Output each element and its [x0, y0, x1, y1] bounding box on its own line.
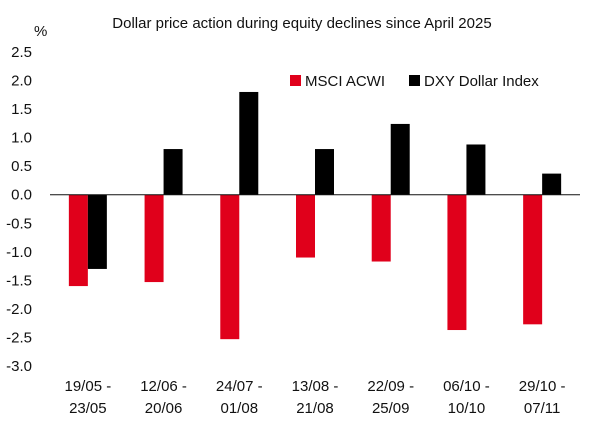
bar-msci-acwi [220, 194, 240, 340]
x-tick-label-start: 19/05 - [65, 378, 112, 395]
legend-label: MSCI ACWI [305, 73, 385, 90]
y-tick-label: -2.0 [6, 301, 32, 318]
y-tick-label: -1.0 [6, 244, 32, 261]
y-axis-ticks: 2.5 2.0 1.5 1.0 0.5 0.0 -0.5 -1.0 -1.5 -2.0 -2.5 -3… [6, 44, 32, 375]
bar-msci-acwi [523, 194, 543, 325]
bar-msci-acwi [296, 194, 315, 258]
x-tick-label-start: 13/08 - [292, 378, 339, 395]
bar-dxy-dollar-index [315, 149, 334, 195]
bars [68, 91, 562, 340]
y-tick-label: -2.5 [6, 329, 32, 346]
y-tick-label: -1.5 [6, 272, 32, 289]
x-tick-label-end: 20/06 [145, 400, 183, 417]
y-tick-label: 1.5 [11, 101, 32, 118]
y-tick-label: 0.0 [11, 187, 32, 204]
y-tick-label: 1.0 [11, 130, 32, 147]
bar-msci-acwi [68, 194, 88, 287]
chart-title: Dollar price action during equity declin… [112, 15, 491, 32]
y-tick-label: 2.5 [11, 44, 32, 61]
y-tick-label: -0.5 [6, 215, 32, 232]
x-tick-label-start: 06/10 - [443, 378, 490, 395]
x-tick-label-end: 25/09 [372, 400, 410, 417]
legend-label: DXY Dollar Index [424, 73, 539, 90]
x-tick-label-start: 12/06 - [140, 378, 187, 395]
legend-swatch [290, 75, 301, 86]
y-tick-label: -3.0 [6, 358, 32, 375]
y-tick-label: 0.5 [11, 158, 32, 175]
x-tick-label-end: 10/10 [448, 400, 486, 417]
x-tick-label-end: 23/05 [69, 400, 107, 417]
x-tick-label-start: 29/10 - [519, 378, 566, 395]
legend: MSCI ACWI DXY Dollar Index [290, 73, 539, 90]
x-tick-label-start: 22/09 - [367, 378, 414, 395]
x-tick-label-start: 24/07 - [216, 378, 263, 395]
bar-msci-acwi [144, 194, 164, 283]
bar-dxy-dollar-index [163, 149, 183, 195]
x-tick-label-end: 21/08 [296, 400, 334, 417]
bar-dxy-dollar-index [87, 194, 107, 269]
x-tick-label-end: 01/08 [221, 400, 259, 417]
legend-swatch [409, 75, 420, 86]
bar-dxy-dollar-index [390, 123, 410, 195]
y-axis-label: % [34, 23, 47, 40]
bar-msci-acwi [371, 194, 391, 262]
bar-msci-acwi [447, 194, 467, 331]
x-axis-ticks: 19/05 - 23/05 12/06 - 20/06 24/07 - 01/08 13/0… [65, 378, 566, 417]
x-tick-label-end: 07/11 [524, 400, 560, 417]
bar-dxy-dollar-index [239, 91, 259, 195]
bar-dxy-dollar-index [542, 173, 562, 195]
bar-dxy-dollar-index [466, 144, 486, 195]
y-tick-label: 2.0 [11, 73, 32, 90]
